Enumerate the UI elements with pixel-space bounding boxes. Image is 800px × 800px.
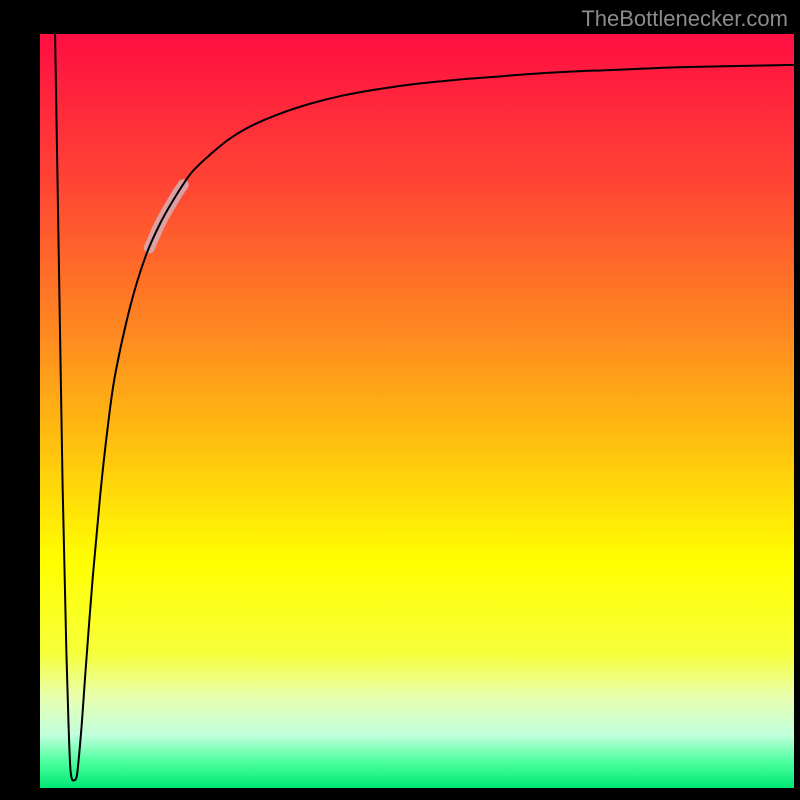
watermark-text: TheBottlenecker.com (581, 6, 788, 32)
chart-svg (0, 0, 800, 800)
chart-plot-bg (40, 34, 794, 788)
bottleneck-chart: TheBottlenecker.com (0, 0, 800, 800)
